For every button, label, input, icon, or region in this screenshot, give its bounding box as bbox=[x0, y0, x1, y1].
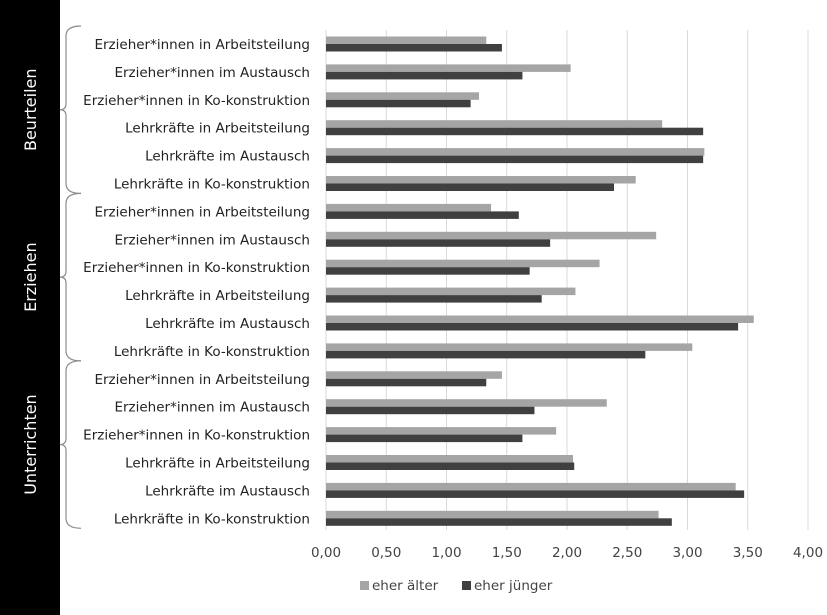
bar-eher-juenger bbox=[326, 99, 471, 108]
group-brace bbox=[59, 192, 82, 362]
bar-eher-aelter bbox=[326, 399, 607, 407]
bar-eher-aelter bbox=[326, 455, 574, 463]
category-label: Erzieher*innen im Austausch bbox=[114, 400, 310, 416]
bar-eher-juenger bbox=[326, 462, 575, 470]
category-label: Erzieher*innen in Ko-konstruktion bbox=[83, 428, 310, 444]
group-brace bbox=[59, 360, 82, 529]
x-tick-label: 0,00 bbox=[311, 545, 341, 561]
bar-eher-juenger bbox=[326, 490, 745, 498]
bar-eher-aelter bbox=[326, 148, 705, 156]
x-tick-label: 3,50 bbox=[733, 545, 763, 561]
bar-eher-aelter bbox=[326, 203, 492, 212]
bar-eher-juenger bbox=[326, 155, 704, 164]
x-tick-label: 1,50 bbox=[492, 545, 522, 561]
category-label: Lehrkräfte in Ko-konstruktion bbox=[114, 344, 310, 360]
category-label: Erzieher*innen im Austausch bbox=[114, 232, 310, 248]
legend-label: eher jünger bbox=[474, 578, 553, 594]
bar-eher-aelter bbox=[326, 64, 571, 72]
bar-eher-aelter bbox=[326, 510, 659, 519]
bar-eher-juenger bbox=[326, 378, 487, 387]
x-tick-label: 1,00 bbox=[431, 545, 461, 561]
bar-eher-juenger bbox=[326, 71, 523, 80]
legend-swatch-eher-aelter bbox=[360, 581, 369, 590]
category-label: Lehrkräfte im Austausch bbox=[145, 316, 310, 332]
bar-eher-aelter bbox=[326, 36, 487, 44]
legend-label: eher älter bbox=[372, 578, 439, 594]
bar-eher-juenger bbox=[326, 518, 672, 526]
legend-swatch-eher-juenger bbox=[462, 581, 471, 590]
category-label: Lehrkräfte im Austausch bbox=[145, 483, 310, 499]
bar-eher-juenger bbox=[326, 350, 646, 359]
bar-eher-aelter bbox=[326, 176, 636, 184]
bar-eher-aelter bbox=[326, 287, 576, 296]
group-label: Erziehen bbox=[21, 242, 40, 312]
bar-eher-aelter bbox=[326, 427, 557, 435]
category-label: Lehrkräfte in Arbeitsteilung bbox=[125, 456, 310, 472]
bar-eher-aelter bbox=[326, 92, 480, 100]
bar-eher-aelter bbox=[326, 371, 502, 379]
bar-eher-juenger bbox=[326, 267, 530, 275]
category-label: Erzieher*innen in Ko-konstruktion bbox=[83, 93, 310, 109]
bar-eher-juenger bbox=[326, 239, 551, 247]
bar-eher-juenger bbox=[326, 434, 523, 443]
category-label: Lehrkräfte in Ko-konstruktion bbox=[114, 511, 310, 527]
x-tick-label: 0,50 bbox=[371, 545, 401, 561]
bar-eher-juenger bbox=[326, 323, 739, 331]
bar-eher-juenger bbox=[326, 295, 542, 303]
x-tick-label: 3,00 bbox=[672, 545, 702, 561]
category-label: Lehrkräfte im Austausch bbox=[145, 149, 310, 165]
group-label: Unterrichten bbox=[21, 394, 40, 494]
group-label: Beurteilen bbox=[21, 68, 40, 151]
category-label: Erzieher*innen im Austausch bbox=[114, 65, 310, 81]
bar-eher-juenger bbox=[326, 127, 704, 136]
bar-eher-juenger bbox=[326, 211, 519, 219]
bar-eher-juenger bbox=[326, 406, 535, 415]
x-tick-label: 2,00 bbox=[552, 545, 582, 561]
category-label: Lehrkräfte in Arbeitsteilung bbox=[125, 121, 310, 137]
category-label: Erzieher*innen in Arbeitsteilung bbox=[94, 37, 310, 53]
group-label-sidebar bbox=[0, 0, 60, 615]
category-label: Erzieher*innen in Arbeitsteilung bbox=[94, 372, 310, 388]
bar-eher-aelter bbox=[326, 315, 754, 323]
category-label: Erzieher*innen in Ko-konstruktion bbox=[83, 260, 310, 276]
bar-eher-aelter bbox=[326, 482, 736, 491]
bar-eher-juenger bbox=[326, 183, 614, 191]
bar-eher-aelter bbox=[326, 120, 663, 128]
group-brace bbox=[59, 25, 82, 195]
bar-eher-aelter bbox=[326, 231, 657, 240]
bar-eher-aelter bbox=[326, 343, 693, 351]
x-tick-label: 4,00 bbox=[793, 545, 823, 561]
bar-eher-aelter bbox=[326, 259, 600, 268]
category-label: Lehrkräfte in Ko-konstruktion bbox=[114, 177, 310, 193]
bar-eher-juenger bbox=[326, 44, 502, 52]
category-label: Lehrkräfte in Arbeitsteilung bbox=[125, 288, 310, 304]
x-tick-label: 2,50 bbox=[612, 545, 642, 561]
category-label: Erzieher*innen in Arbeitsteilung bbox=[94, 204, 310, 220]
